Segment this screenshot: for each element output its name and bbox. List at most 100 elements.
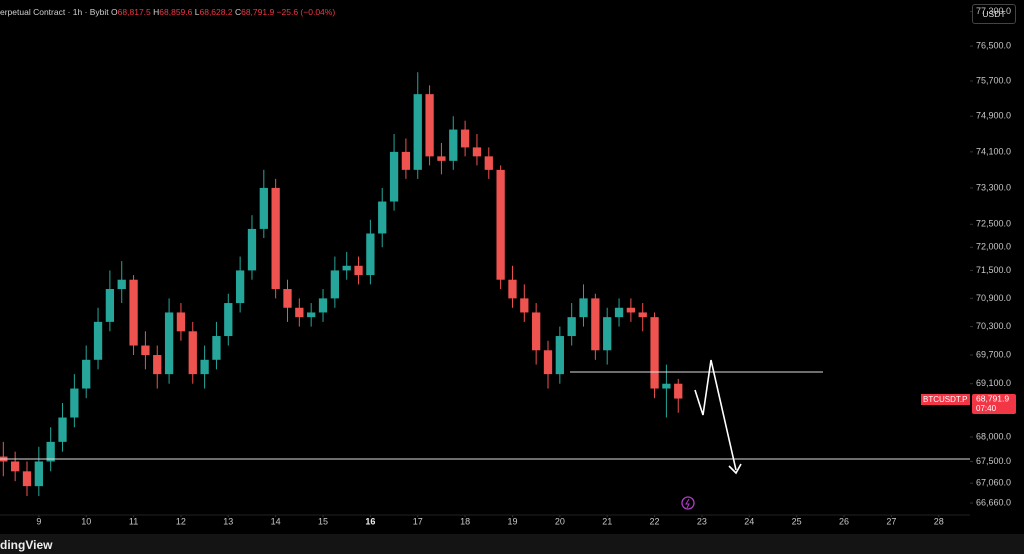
candle-body <box>82 359 91 389</box>
y-tick-label: 73,300.0 <box>976 182 1011 192</box>
candle-body <box>93 321 103 360</box>
x-tick-label: 19 <box>507 516 517 526</box>
x-tick-label: 20 <box>555 516 565 526</box>
candle-body <box>567 317 576 337</box>
y-tick-label: 67,500.0 <box>976 456 1011 466</box>
candle-body <box>591 298 600 351</box>
candle-body <box>366 233 375 276</box>
candle-body <box>117 279 126 290</box>
x-tick-label: 12 <box>176 516 186 526</box>
y-tick-label: 74,900.0 <box>976 111 1011 121</box>
symbol-tag <box>921 394 970 405</box>
x-tick-label: 16 <box>365 516 375 526</box>
event-icon[interactable] <box>681 496 695 510</box>
candle-body <box>212 336 221 360</box>
candle-body <box>176 312 186 332</box>
candle-body <box>626 307 636 313</box>
y-tick-label: 66,660.0 <box>976 497 1011 507</box>
x-tick-label: 24 <box>744 516 754 526</box>
x-tick-label: 21 <box>602 516 612 526</box>
x-tick-label: 17 <box>413 516 423 526</box>
symbol-text: erpetual Contract · 1h · Bybit <box>0 7 109 17</box>
ohlc-label: L <box>194 7 200 17</box>
y-tick-label: 75,700.0 <box>976 75 1011 85</box>
x-tick-label: 22 <box>650 516 660 526</box>
candle-body <box>425 94 434 157</box>
candle-body <box>460 129 470 148</box>
candle-body <box>413 94 422 170</box>
y-tick-label: 70,900.0 <box>976 293 1011 303</box>
candle-body <box>271 187 280 290</box>
price-tag-price: 68,791.9 <box>976 393 1009 403</box>
candle-body <box>11 461 20 472</box>
candle-body <box>295 307 304 318</box>
price-tag-countdown: 07:40 <box>976 404 997 413</box>
ohlc-value: 68,791.9 <box>241 7 275 17</box>
candle-body <box>141 345 150 356</box>
ohlc-label: O <box>111 7 118 17</box>
y-tick-label: 69,100.0 <box>976 378 1011 388</box>
candle-body <box>22 471 32 487</box>
price-tag <box>972 394 1016 414</box>
candle-body <box>662 383 671 389</box>
ohlc-value: 68,859.6 <box>159 7 193 17</box>
candle-body <box>614 307 624 318</box>
symbol-tag-text: BTCUSDT.P <box>923 395 967 404</box>
candle-body <box>496 169 505 280</box>
x-tick-label: 23 <box>697 516 707 526</box>
candle-body <box>247 228 257 271</box>
y-tick-label: 72,000.0 <box>976 242 1011 252</box>
candle-body <box>603 317 612 351</box>
x-tick-label: 25 <box>792 516 802 526</box>
candle-body <box>508 279 517 299</box>
x-tick-label: 15 <box>318 516 328 526</box>
candle-body <box>437 156 446 161</box>
x-tick-label: 18 <box>460 516 470 526</box>
y-tick-label: 76,500.0 <box>976 40 1011 50</box>
y-tick-label: 71,500.0 <box>976 265 1011 275</box>
y-tick-label: 70,300.0 <box>976 321 1011 331</box>
candle-body <box>34 461 43 487</box>
candle-body <box>259 187 268 229</box>
y-tick-label: 74,100.0 <box>976 146 1011 156</box>
candle-body <box>579 298 588 318</box>
candle-body <box>674 383 683 399</box>
candle-body <box>342 265 351 271</box>
candle-body <box>153 355 162 375</box>
x-tick-label: 27 <box>886 516 896 526</box>
legend-header: erpetual Contract · 1h · Bybit O68,817.5… <box>0 7 335 17</box>
footer-brand: dingView <box>0 534 1024 554</box>
x-tick-label: 11 <box>129 516 138 526</box>
y-tick-label: 69,700.0 <box>976 349 1011 359</box>
candle-body <box>46 441 55 462</box>
y-tick-label: 77,300.0 <box>976 6 1011 16</box>
arrow-head <box>728 463 742 475</box>
candle-body <box>484 156 493 170</box>
candle-body <box>318 298 328 313</box>
candle-body <box>389 151 399 202</box>
ohlc-value: 68,628.2 <box>199 7 233 17</box>
candle-body <box>164 312 174 375</box>
x-tick-label: 26 <box>839 516 849 526</box>
candle-body <box>330 270 340 299</box>
candle-body <box>283 289 292 308</box>
candle-body <box>543 350 553 375</box>
candle-body <box>555 336 564 375</box>
x-tick-label: 28 <box>934 516 944 526</box>
candle-body <box>200 359 209 375</box>
y-tick-label: 68,000.0 <box>976 431 1011 441</box>
projection-arrow <box>694 359 737 471</box>
candle-body <box>188 331 197 375</box>
change: −25.6 (−0.04%) <box>276 7 336 17</box>
chart: 77,300.0 76,500.0 75,700.0 74,900.0 74,100.0… <box>0 6 1016 526</box>
candle-body <box>105 289 115 322</box>
candle-body <box>650 317 659 389</box>
y-tick-label: 72,500.0 <box>976 219 1011 229</box>
ohlc-label: C <box>234 7 242 17</box>
x-tick-label: 13 <box>223 516 233 526</box>
currency-button[interactable]: USDT <box>972 4 1016 24</box>
candle-body <box>58 417 67 442</box>
x-tick-label: 9 <box>36 516 41 526</box>
candle-body <box>307 312 316 318</box>
